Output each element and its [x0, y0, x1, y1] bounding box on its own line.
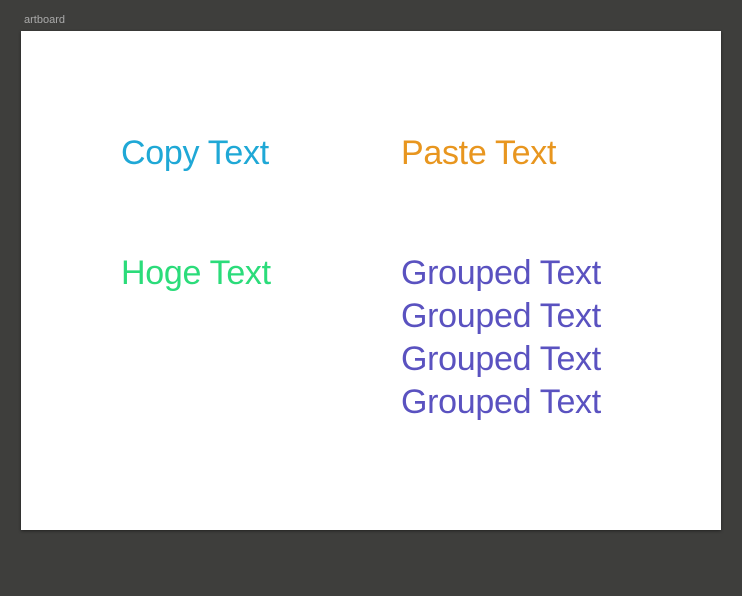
grouped-text-group[interactable]: Grouped Text Grouped Text Grouped Text G…	[401, 252, 601, 424]
hoge-text-layer[interactable]: Hoge Text	[121, 254, 271, 292]
grouped-text-layer[interactable]: Grouped Text	[401, 254, 601, 292]
paste-text-layer[interactable]: Paste Text	[401, 134, 557, 172]
artboard[interactable]: Copy Text Paste Text Hoge Text Grouped T…	[21, 31, 721, 530]
grouped-text-layer[interactable]: Grouped Text	[401, 340, 601, 378]
copy-text-layer[interactable]: Copy Text	[121, 134, 269, 172]
grouped-text-layer[interactable]: Grouped Text	[401, 297, 601, 335]
artboard-label[interactable]: artboard	[24, 14, 65, 26]
grouped-text-layer[interactable]: Grouped Text	[401, 383, 601, 421]
